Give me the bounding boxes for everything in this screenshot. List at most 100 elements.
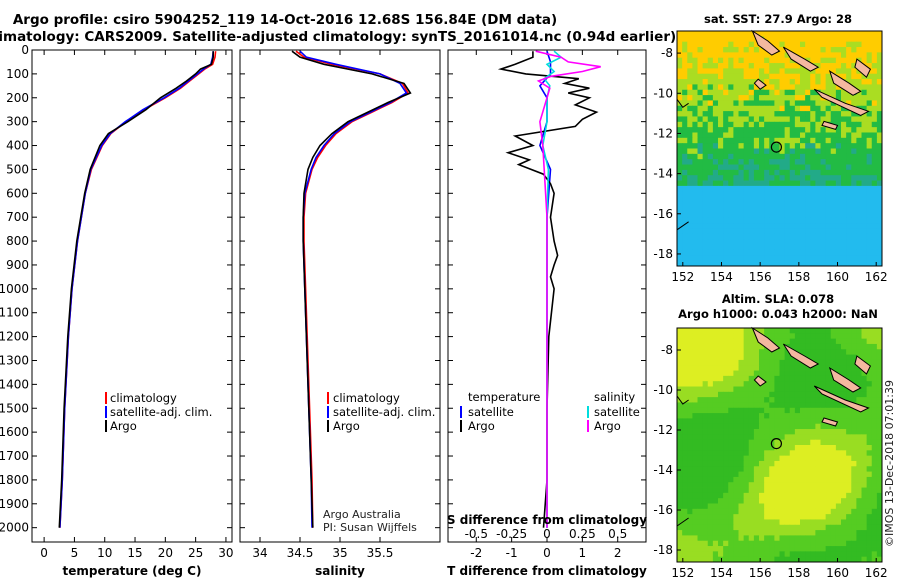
map-cell — [687, 68, 693, 75]
map-cell — [810, 508, 816, 515]
map-cell — [702, 514, 709, 520]
difference-plot: -2 -1 0 1 2-0.5 -0.25 0 0.25 0.5 — [448, 49, 646, 560]
map-cell — [759, 535, 765, 542]
map-cell — [677, 31, 683, 37]
map-cell — [789, 519, 796, 526]
map-cell — [697, 530, 704, 536]
map-cell — [692, 148, 698, 155]
map-cell — [871, 169, 878, 176]
map-cell — [851, 397, 857, 403]
map-cell — [712, 31, 719, 37]
map-cell — [789, 551, 796, 558]
map-cell — [871, 503, 878, 510]
map-cell — [779, 207, 786, 213]
map-cell — [769, 201, 775, 208]
map-cell — [753, 68, 760, 75]
map-cell — [794, 36, 801, 43]
map-cell — [692, 153, 698, 160]
map-cell — [682, 212, 688, 219]
map-cell — [753, 153, 760, 160]
map-cell — [851, 407, 857, 414]
map-cell — [764, 63, 770, 69]
map-cell — [764, 175, 770, 181]
map-cell — [825, 439, 832, 446]
map-cell — [682, 508, 688, 515]
map-cell — [820, 551, 827, 558]
map-cell — [733, 41, 739, 48]
map-cell — [733, 402, 739, 409]
map-cell — [682, 407, 688, 414]
x-tick-label: 1 — [579, 546, 587, 560]
map-cell — [789, 503, 796, 510]
map-cell — [687, 116, 693, 123]
map-cell — [779, 148, 786, 155]
map-cell — [738, 63, 745, 69]
map-cell — [789, 407, 796, 414]
map-cell — [682, 450, 688, 457]
map-cell — [733, 127, 739, 133]
map-cell — [835, 450, 842, 457]
map-cell — [779, 180, 786, 187]
map-cell — [856, 434, 862, 441]
map-cell — [800, 68, 806, 75]
map-cell — [769, 503, 775, 510]
map-cell — [774, 482, 780, 488]
map-cell — [677, 429, 683, 435]
diff-legend-label-s-satellite: satellite — [594, 405, 640, 419]
map-cell — [779, 370, 786, 377]
map-cell — [753, 137, 760, 144]
map-cell — [830, 68, 837, 75]
map-cell — [800, 402, 806, 409]
map-cell — [830, 476, 837, 483]
map-cell — [748, 466, 755, 472]
map-cell — [687, 47, 693, 53]
map-cell — [707, 546, 714, 552]
map-cell — [677, 132, 683, 139]
map-cell — [733, 418, 739, 425]
map-cell — [677, 79, 683, 85]
map-cell — [743, 255, 750, 262]
map-cell — [861, 498, 868, 504]
map-cell — [774, 228, 780, 235]
map-cell — [805, 169, 811, 176]
map-cell — [800, 460, 806, 467]
map-cell — [830, 36, 837, 43]
map-cell — [810, 116, 816, 123]
map-cell — [697, 217, 704, 224]
map-cell — [764, 185, 770, 192]
map-cell — [723, 255, 729, 262]
map-cell — [712, 429, 719, 435]
map-cell — [764, 57, 770, 64]
map-cell — [687, 121, 693, 128]
map-cell — [733, 148, 739, 155]
map-cell — [800, 503, 806, 510]
diff-legend-title-temperature: temperature — [468, 390, 540, 404]
map-cell — [871, 455, 878, 462]
map-cell — [712, 349, 719, 355]
map-cell — [779, 487, 786, 494]
map-cell — [692, 466, 698, 472]
map-cell — [743, 153, 750, 160]
map-cell — [815, 397, 821, 403]
map-cell — [753, 105, 760, 112]
map-cell — [835, 228, 842, 235]
map-cell — [769, 524, 775, 531]
map-cell — [830, 223, 837, 230]
map-cell — [846, 191, 852, 197]
map-cell — [682, 328, 688, 334]
map-cell — [692, 492, 698, 499]
map-cell — [718, 159, 724, 165]
map-cell — [728, 255, 734, 262]
map-y-tick-label: -8 — [661, 46, 673, 60]
map-cell — [784, 514, 791, 520]
map-cell — [677, 68, 683, 75]
map-cell — [707, 503, 714, 510]
map-cell — [856, 191, 862, 197]
map-cell — [764, 164, 770, 171]
map-cell — [738, 482, 745, 488]
map-cell — [723, 47, 729, 53]
map-cell — [784, 84, 791, 91]
legend-label-argo: Argo — [110, 419, 137, 433]
map-cell — [810, 333, 816, 340]
map-cell — [866, 487, 873, 494]
